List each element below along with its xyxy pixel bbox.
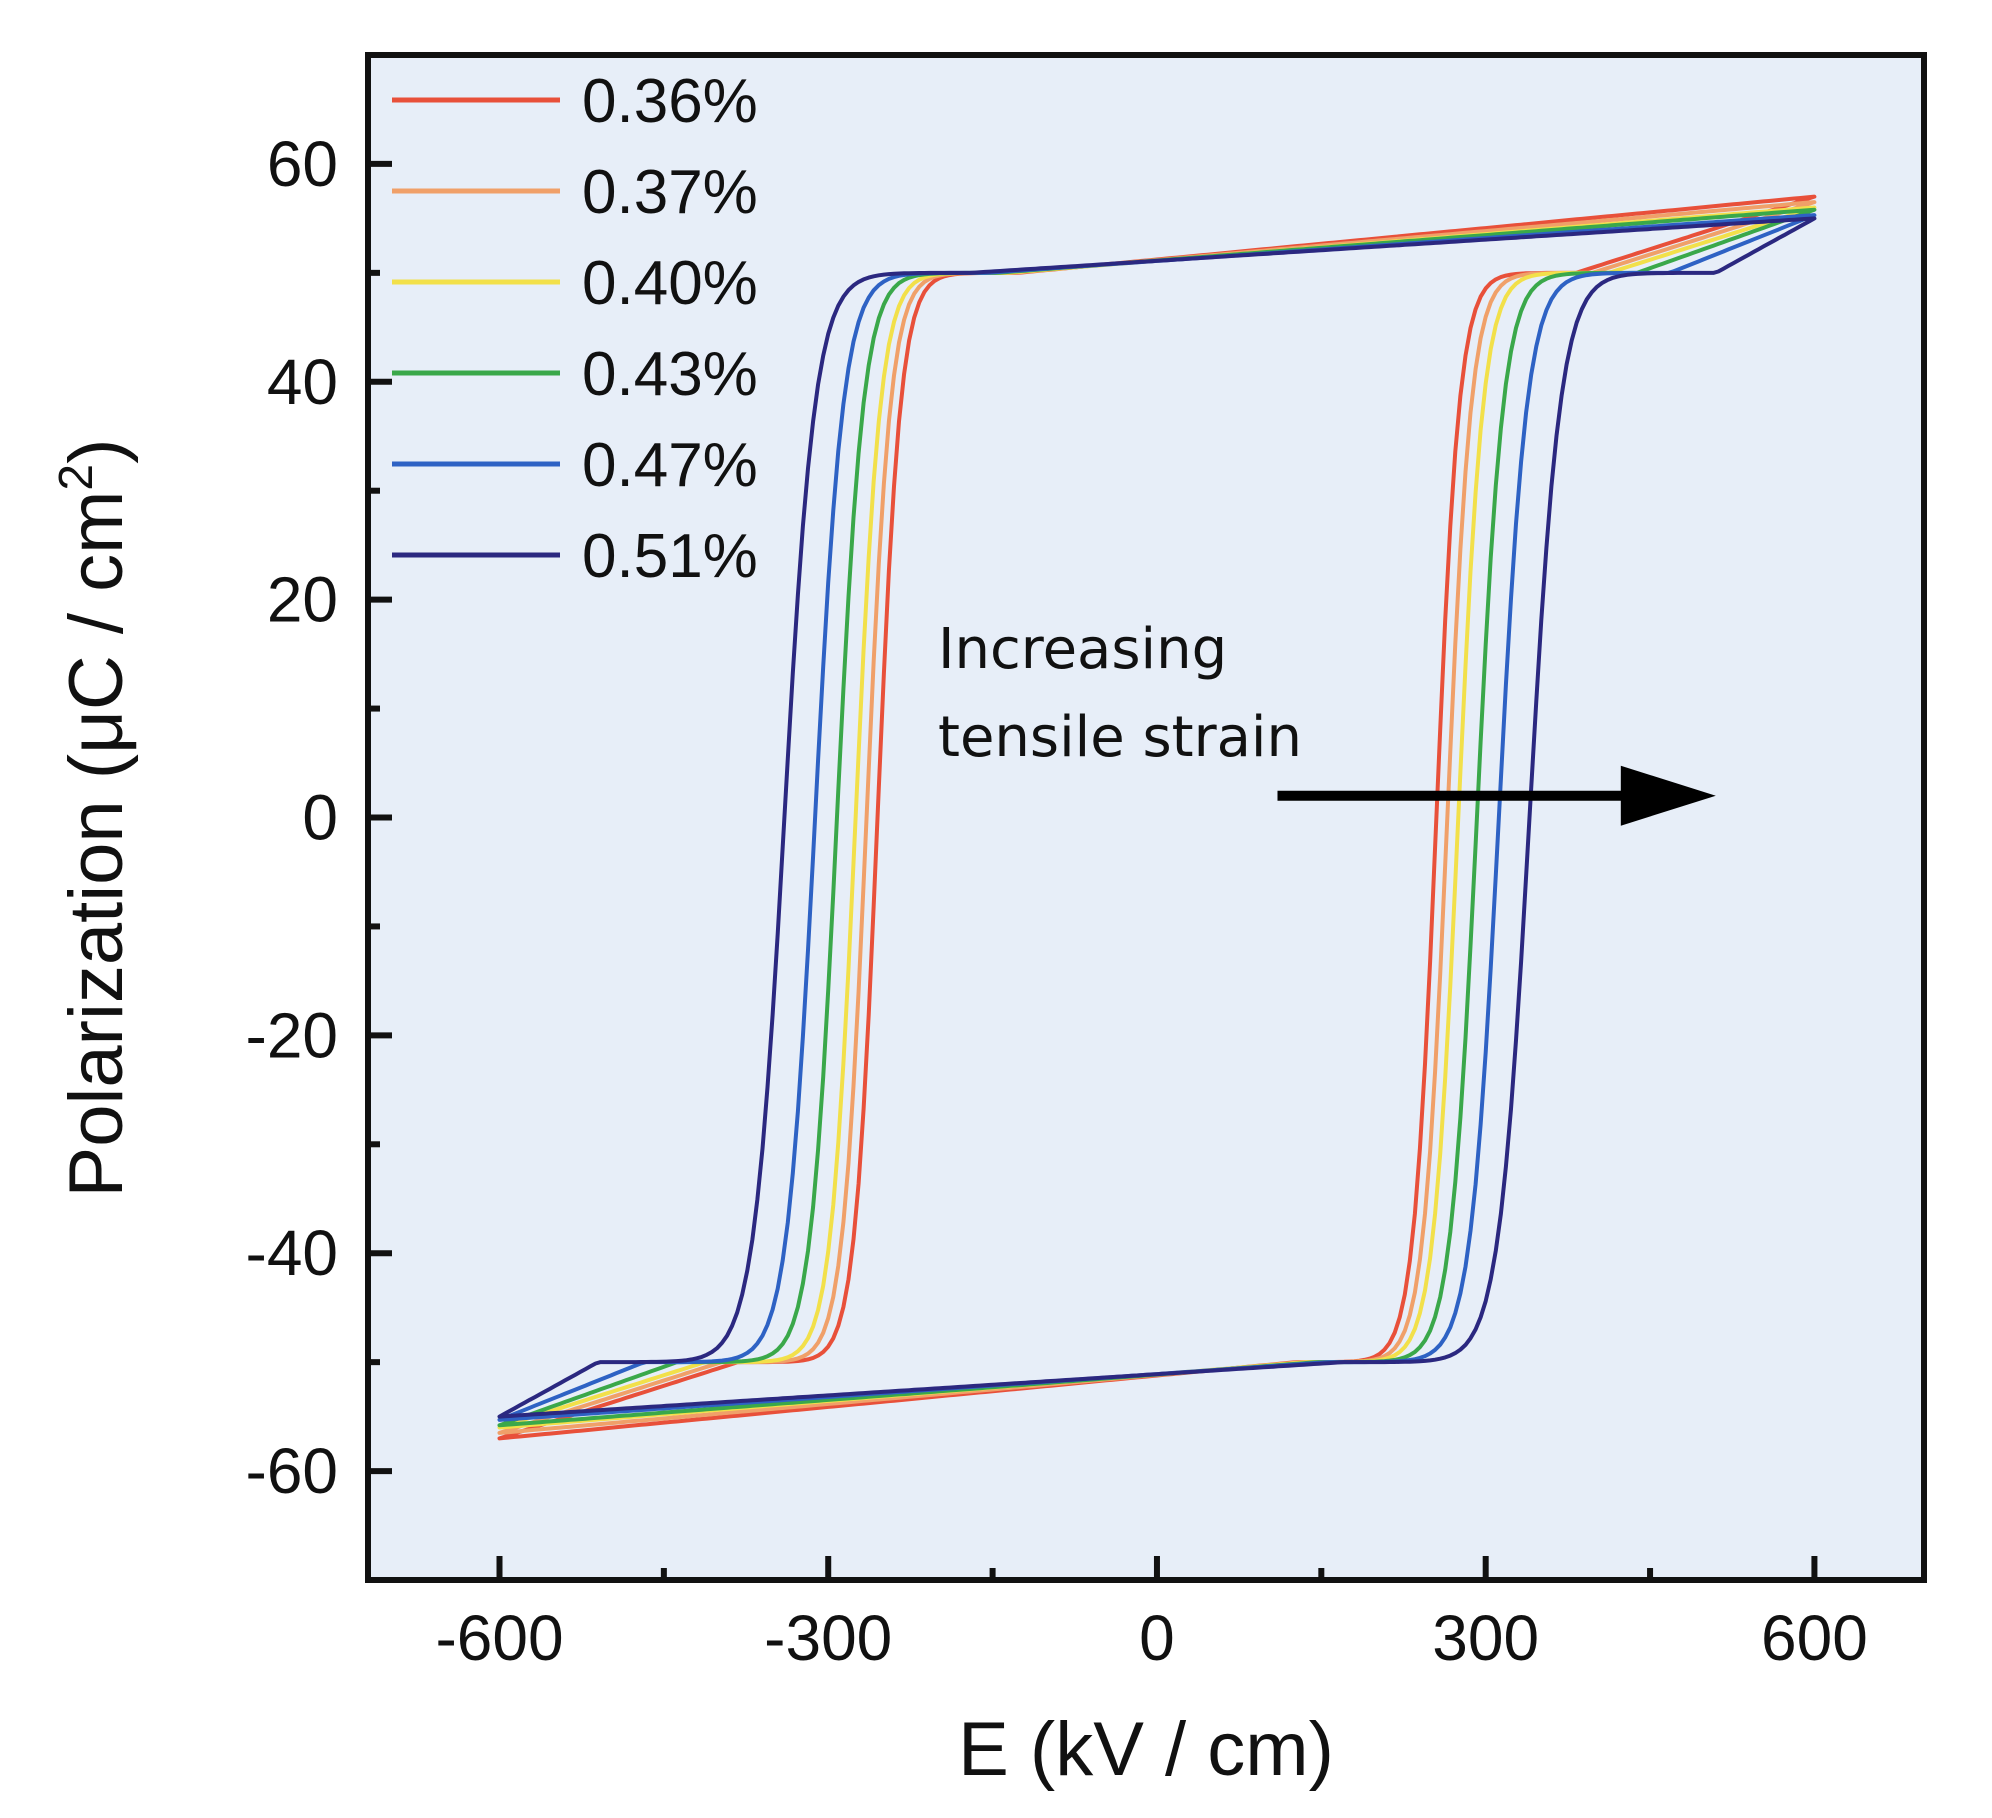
legend-label: 0.47%	[582, 431, 758, 500]
x-tick-label: 600	[1761, 1602, 1868, 1674]
x-axis-title: E (kV / cm)	[958, 1707, 1334, 1792]
plot-background	[368, 55, 1924, 1580]
legend-label: 0.40%	[582, 249, 758, 318]
annotation-line-1: Increasing	[938, 617, 1227, 682]
annotation: Increasing tensile strain	[938, 617, 1716, 826]
y-tick-label: 40	[267, 346, 338, 418]
strain-arrow	[1277, 765, 1716, 826]
y-axis-title-close: )	[54, 439, 139, 464]
x-tick-label: 300	[1432, 1602, 1539, 1674]
x-tick-label: 0	[1139, 1602, 1175, 1674]
series-curves	[497, 194, 1817, 1441]
y-axis-title-main: Polarization (μC / cm	[54, 491, 139, 1198]
y-tick-label: -40	[246, 1217, 339, 1289]
legend-label: 0.43%	[582, 340, 758, 409]
tick-labels: -600 -300 0 300 600 -60 -40 -20 0 20 40 60	[246, 128, 1868, 1674]
y-axis-title: Polarization (μC / cm2)	[50, 439, 139, 1198]
legend-label: 0.51%	[582, 522, 758, 591]
y-tick-label: 20	[267, 564, 338, 636]
arrow-head	[1620, 765, 1716, 826]
legend-label: 0.37%	[582, 158, 758, 227]
y-tick-label: -20	[246, 999, 339, 1071]
y-axis-title-superscript: 2	[50, 464, 103, 491]
y-tick-label: -60	[246, 1435, 339, 1507]
legend-label: 0.36%	[582, 67, 758, 136]
annotation-line-2: tensile strain	[938, 705, 1302, 770]
x-tick-label: -600	[435, 1602, 563, 1674]
series-loop-036	[497, 194, 1817, 1441]
series-loop-051	[497, 216, 1817, 1419]
x-tick-label: -300	[764, 1602, 892, 1674]
y-tick-label: 0	[302, 782, 338, 854]
legend: 0.36% 0.37% 0.40% 0.43% 0.47% 0.51%	[392, 67, 758, 591]
y-tick-label: 60	[267, 128, 338, 200]
axis-ticks	[368, 160, 1818, 1580]
